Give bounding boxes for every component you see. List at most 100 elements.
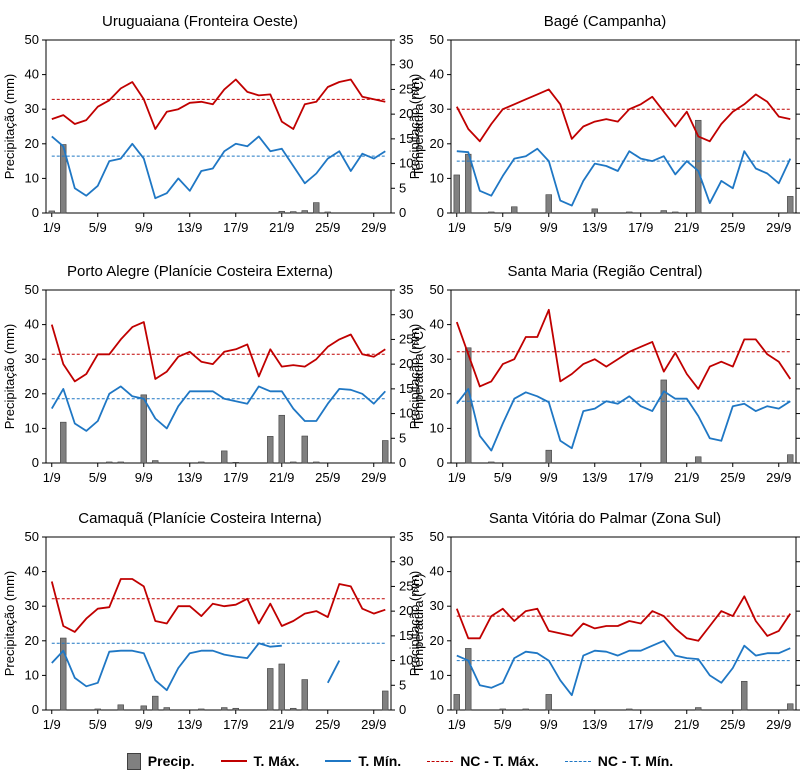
precip-bar: [626, 211, 633, 214]
x-tick-label: 13/9: [177, 717, 202, 732]
y-tick-label: 30: [25, 351, 39, 366]
y2-tick-label: 35: [399, 32, 413, 47]
y-tick-label: 0: [437, 205, 444, 220]
x-tick-label: 25/9: [315, 220, 340, 235]
y2-tick-label: 10: [399, 406, 413, 421]
legend-tmin-label: T. Mín.: [358, 753, 402, 769]
plot-frame: [45, 289, 392, 464]
x-tick-label: 9/9: [135, 220, 153, 235]
x-tick-label: 25/9: [315, 717, 340, 732]
x-tick-label: 29/9: [766, 220, 791, 235]
y-tick-label: 40: [25, 564, 39, 579]
y2-tick-label: 25: [399, 331, 413, 346]
precip-bar: [152, 695, 159, 711]
precip-bar: [324, 211, 331, 214]
precip-bar: [695, 456, 702, 464]
precip-bar: [278, 663, 285, 711]
plot-frame: [45, 39, 392, 214]
legend-tmax: T. Máx.: [220, 753, 299, 769]
x-tick-label: 5/9: [494, 717, 512, 732]
precip-bar: [660, 379, 667, 464]
y-axis-label: Precipitação (mm): [407, 74, 422, 179]
plot-frame: [450, 39, 797, 214]
precip-bar: [453, 694, 460, 711]
precip-bar: [522, 708, 529, 711]
y-tick-label: 20: [430, 386, 444, 401]
x-tick-label: 21/9: [269, 220, 294, 235]
x-tick-label: 21/9: [674, 220, 699, 235]
y-tick-label: 20: [25, 386, 39, 401]
y2-tick-label: 35: [399, 529, 413, 544]
precip-bar: [232, 462, 239, 464]
precip-bar: [60, 144, 67, 214]
y-axis-label: Precipitação (mm): [2, 571, 17, 676]
precip-bar: [787, 196, 794, 214]
x-tick-label: 13/9: [177, 220, 202, 235]
precip-bar: [313, 202, 320, 214]
precip-bar: [163, 707, 170, 711]
precip-bar: [48, 210, 55, 214]
precip-bar: [488, 461, 495, 464]
plot-frame: [450, 289, 797, 464]
y2-tick-label: 15: [399, 131, 413, 146]
y-tick-label: 20: [430, 136, 444, 151]
x-tick-label: 1/9: [43, 470, 61, 485]
x-tick-label: 21/9: [674, 470, 699, 485]
x-tick-label: 21/9: [269, 717, 294, 732]
precip-bar: [465, 153, 472, 214]
y2-tick-label: 5: [399, 677, 406, 692]
x-tick-label: 9/9: [540, 220, 558, 235]
x-tick-label: 9/9: [540, 717, 558, 732]
x-tick-label: 29/9: [361, 717, 386, 732]
y-tick-label: 0: [437, 702, 444, 717]
precip-bar: [499, 708, 506, 711]
tmax-line: [50, 578, 386, 633]
legend-precip-swatch: [126, 752, 141, 770]
x-tick-label: 29/9: [361, 470, 386, 485]
tmax-line: [455, 308, 792, 390]
y2-tick-label: 10: [399, 653, 413, 668]
x-tick-label: 1/9: [448, 220, 466, 235]
precip-bar: [198, 708, 205, 711]
precip-bar: [198, 461, 205, 464]
precip-bar: [301, 435, 308, 464]
precip-bar: [290, 707, 297, 711]
y2-tick-label: 0: [399, 455, 406, 470]
tmax-line: [455, 595, 792, 642]
y-tick-label: 20: [25, 633, 39, 648]
chart-panel-4: Santa Maria (Região Central)010203040500…: [407, 263, 800, 485]
precip-bar: [453, 174, 460, 214]
precip-bar: [787, 703, 794, 711]
x-tick-label: 1/9: [43, 220, 61, 235]
chart-title: Santa Vitória do Palmar (Zona Sul): [489, 510, 721, 527]
precip-bar: [695, 707, 702, 711]
chart-title: Porto Alegre (Planície Costeira Externa): [67, 263, 333, 280]
y-tick-label: 30: [430, 101, 444, 116]
precip-bar: [301, 679, 308, 711]
y2-axis-label: Temperatura (°C): [411, 327, 426, 427]
precip-bar: [511, 206, 518, 214]
y2-tick-label: 5: [399, 180, 406, 195]
precip-bar: [290, 461, 297, 464]
y2-axis-label: Temperatura (°C): [411, 77, 426, 177]
y2-tick-label: 20: [399, 106, 413, 121]
precip-bar: [465, 648, 472, 711]
legend-tmin: T. Mín.: [325, 753, 401, 769]
precip-bar: [672, 211, 679, 214]
y-tick-label: 0: [32, 455, 39, 470]
y-tick-label: 10: [25, 667, 39, 682]
precip-bar: [488, 211, 495, 214]
legend-nc-tmin: NC - T. Mín.: [564, 753, 673, 769]
tmax-line: [50, 321, 386, 383]
precip-bar: [695, 119, 702, 214]
tmin-line: [51, 642, 341, 692]
y-axis-label: Precipitação (mm): [2, 324, 17, 429]
tmax-line: [51, 78, 386, 130]
x-tick-label: 9/9: [540, 470, 558, 485]
precip-bar: [140, 394, 147, 464]
precip-bar: [267, 668, 274, 711]
x-tick-label: 13/9: [582, 717, 607, 732]
x-tick-label: 17/9: [628, 220, 653, 235]
y2-tick-label: 20: [399, 603, 413, 618]
